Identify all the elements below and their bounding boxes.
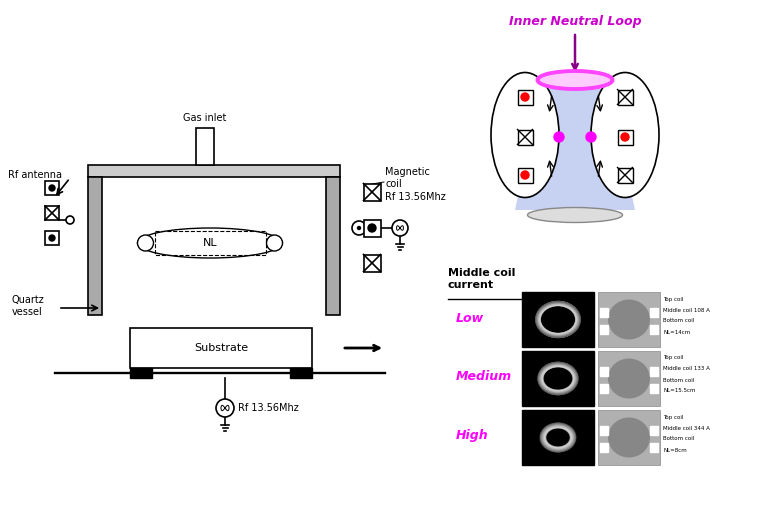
Bar	[618, 167, 633, 183]
Bar	[600, 366, 608, 376]
Text: Inner Neutral Loop: Inner Neutral Loop	[509, 15, 641, 28]
Ellipse shape	[528, 208, 622, 222]
Bar	[650, 383, 658, 392]
Bar	[600, 426, 608, 435]
Text: Bottom coil: Bottom coil	[663, 378, 695, 382]
Text: Middle coil 133 A: Middle coil 133 A	[663, 366, 710, 372]
Ellipse shape	[608, 299, 650, 340]
Bar	[600, 307, 608, 317]
Text: Quartz
vessel: Quartz vessel	[12, 295, 45, 317]
Bar	[518, 167, 532, 183]
Bar	[363, 254, 381, 271]
Bar	[600, 383, 608, 392]
Text: Rf 13.56Mhz: Rf 13.56Mhz	[238, 403, 299, 413]
Circle shape	[66, 216, 74, 224]
Bar	[650, 307, 658, 317]
Text: Gas inlet: Gas inlet	[183, 113, 227, 123]
Bar	[598, 410, 660, 465]
Text: Top coil: Top coil	[663, 414, 684, 419]
Text: NL=8cm: NL=8cm	[663, 447, 687, 453]
Text: Rf 13.56Mhz: Rf 13.56Mhz	[385, 192, 446, 202]
Bar	[600, 442, 608, 451]
Text: Bottom coil: Bottom coil	[663, 319, 695, 324]
Text: Medium: Medium	[456, 371, 512, 383]
Text: Middle coil 344 A: Middle coil 344 A	[663, 426, 710, 431]
Circle shape	[352, 221, 366, 235]
Circle shape	[266, 235, 283, 251]
Bar	[650, 325, 658, 333]
Bar	[650, 366, 658, 376]
Bar	[45, 181, 59, 195]
Ellipse shape	[138, 228, 283, 258]
Bar	[290, 368, 312, 378]
Circle shape	[392, 220, 408, 236]
Text: NL=15.5cm: NL=15.5cm	[663, 388, 695, 393]
Bar	[196, 128, 214, 165]
Bar	[522, 351, 594, 406]
Circle shape	[49, 235, 55, 241]
Bar	[363, 184, 381, 201]
Circle shape	[621, 133, 629, 141]
Bar	[45, 206, 59, 220]
Bar	[45, 231, 59, 245]
Circle shape	[521, 171, 529, 179]
Text: NL=14cm: NL=14cm	[663, 329, 691, 334]
Circle shape	[554, 132, 564, 142]
Bar	[598, 292, 660, 347]
Text: High: High	[456, 430, 489, 442]
Bar	[363, 219, 381, 237]
Bar	[326, 177, 340, 315]
Circle shape	[216, 399, 234, 417]
Ellipse shape	[491, 72, 559, 197]
Text: Middle coil
current: Middle coil current	[448, 268, 515, 290]
Bar	[130, 328, 312, 368]
Bar	[154, 231, 265, 255]
Text: NL: NL	[203, 238, 218, 248]
Bar	[88, 177, 102, 315]
Text: Middle coil 108 A: Middle coil 108 A	[663, 307, 710, 313]
Polygon shape	[515, 89, 635, 210]
Ellipse shape	[608, 358, 650, 399]
Bar	[130, 368, 152, 378]
Bar	[598, 351, 660, 406]
Circle shape	[368, 224, 376, 232]
Text: Top coil: Top coil	[663, 355, 684, 360]
Text: Top coil: Top coil	[663, 297, 684, 301]
Text: Rf antenna: Rf antenna	[8, 170, 62, 180]
Text: Bottom coil: Bottom coil	[663, 437, 695, 441]
Bar	[618, 129, 633, 145]
Text: Substrate: Substrate	[194, 343, 248, 353]
Ellipse shape	[537, 71, 612, 89]
Circle shape	[138, 235, 153, 251]
Bar	[618, 90, 633, 104]
Bar	[650, 426, 658, 435]
Bar	[650, 442, 658, 451]
Text: Magnetic
coil: Magnetic coil	[385, 167, 430, 189]
Bar	[600, 325, 608, 333]
Bar	[522, 410, 594, 465]
Circle shape	[586, 132, 596, 142]
Circle shape	[521, 93, 529, 101]
Bar	[88, 165, 340, 177]
Circle shape	[49, 185, 55, 191]
Bar	[518, 129, 532, 145]
Bar	[518, 90, 532, 104]
Ellipse shape	[608, 417, 650, 458]
Ellipse shape	[591, 72, 659, 197]
Circle shape	[358, 227, 360, 230]
Text: Low: Low	[456, 312, 484, 325]
Bar	[522, 292, 594, 347]
